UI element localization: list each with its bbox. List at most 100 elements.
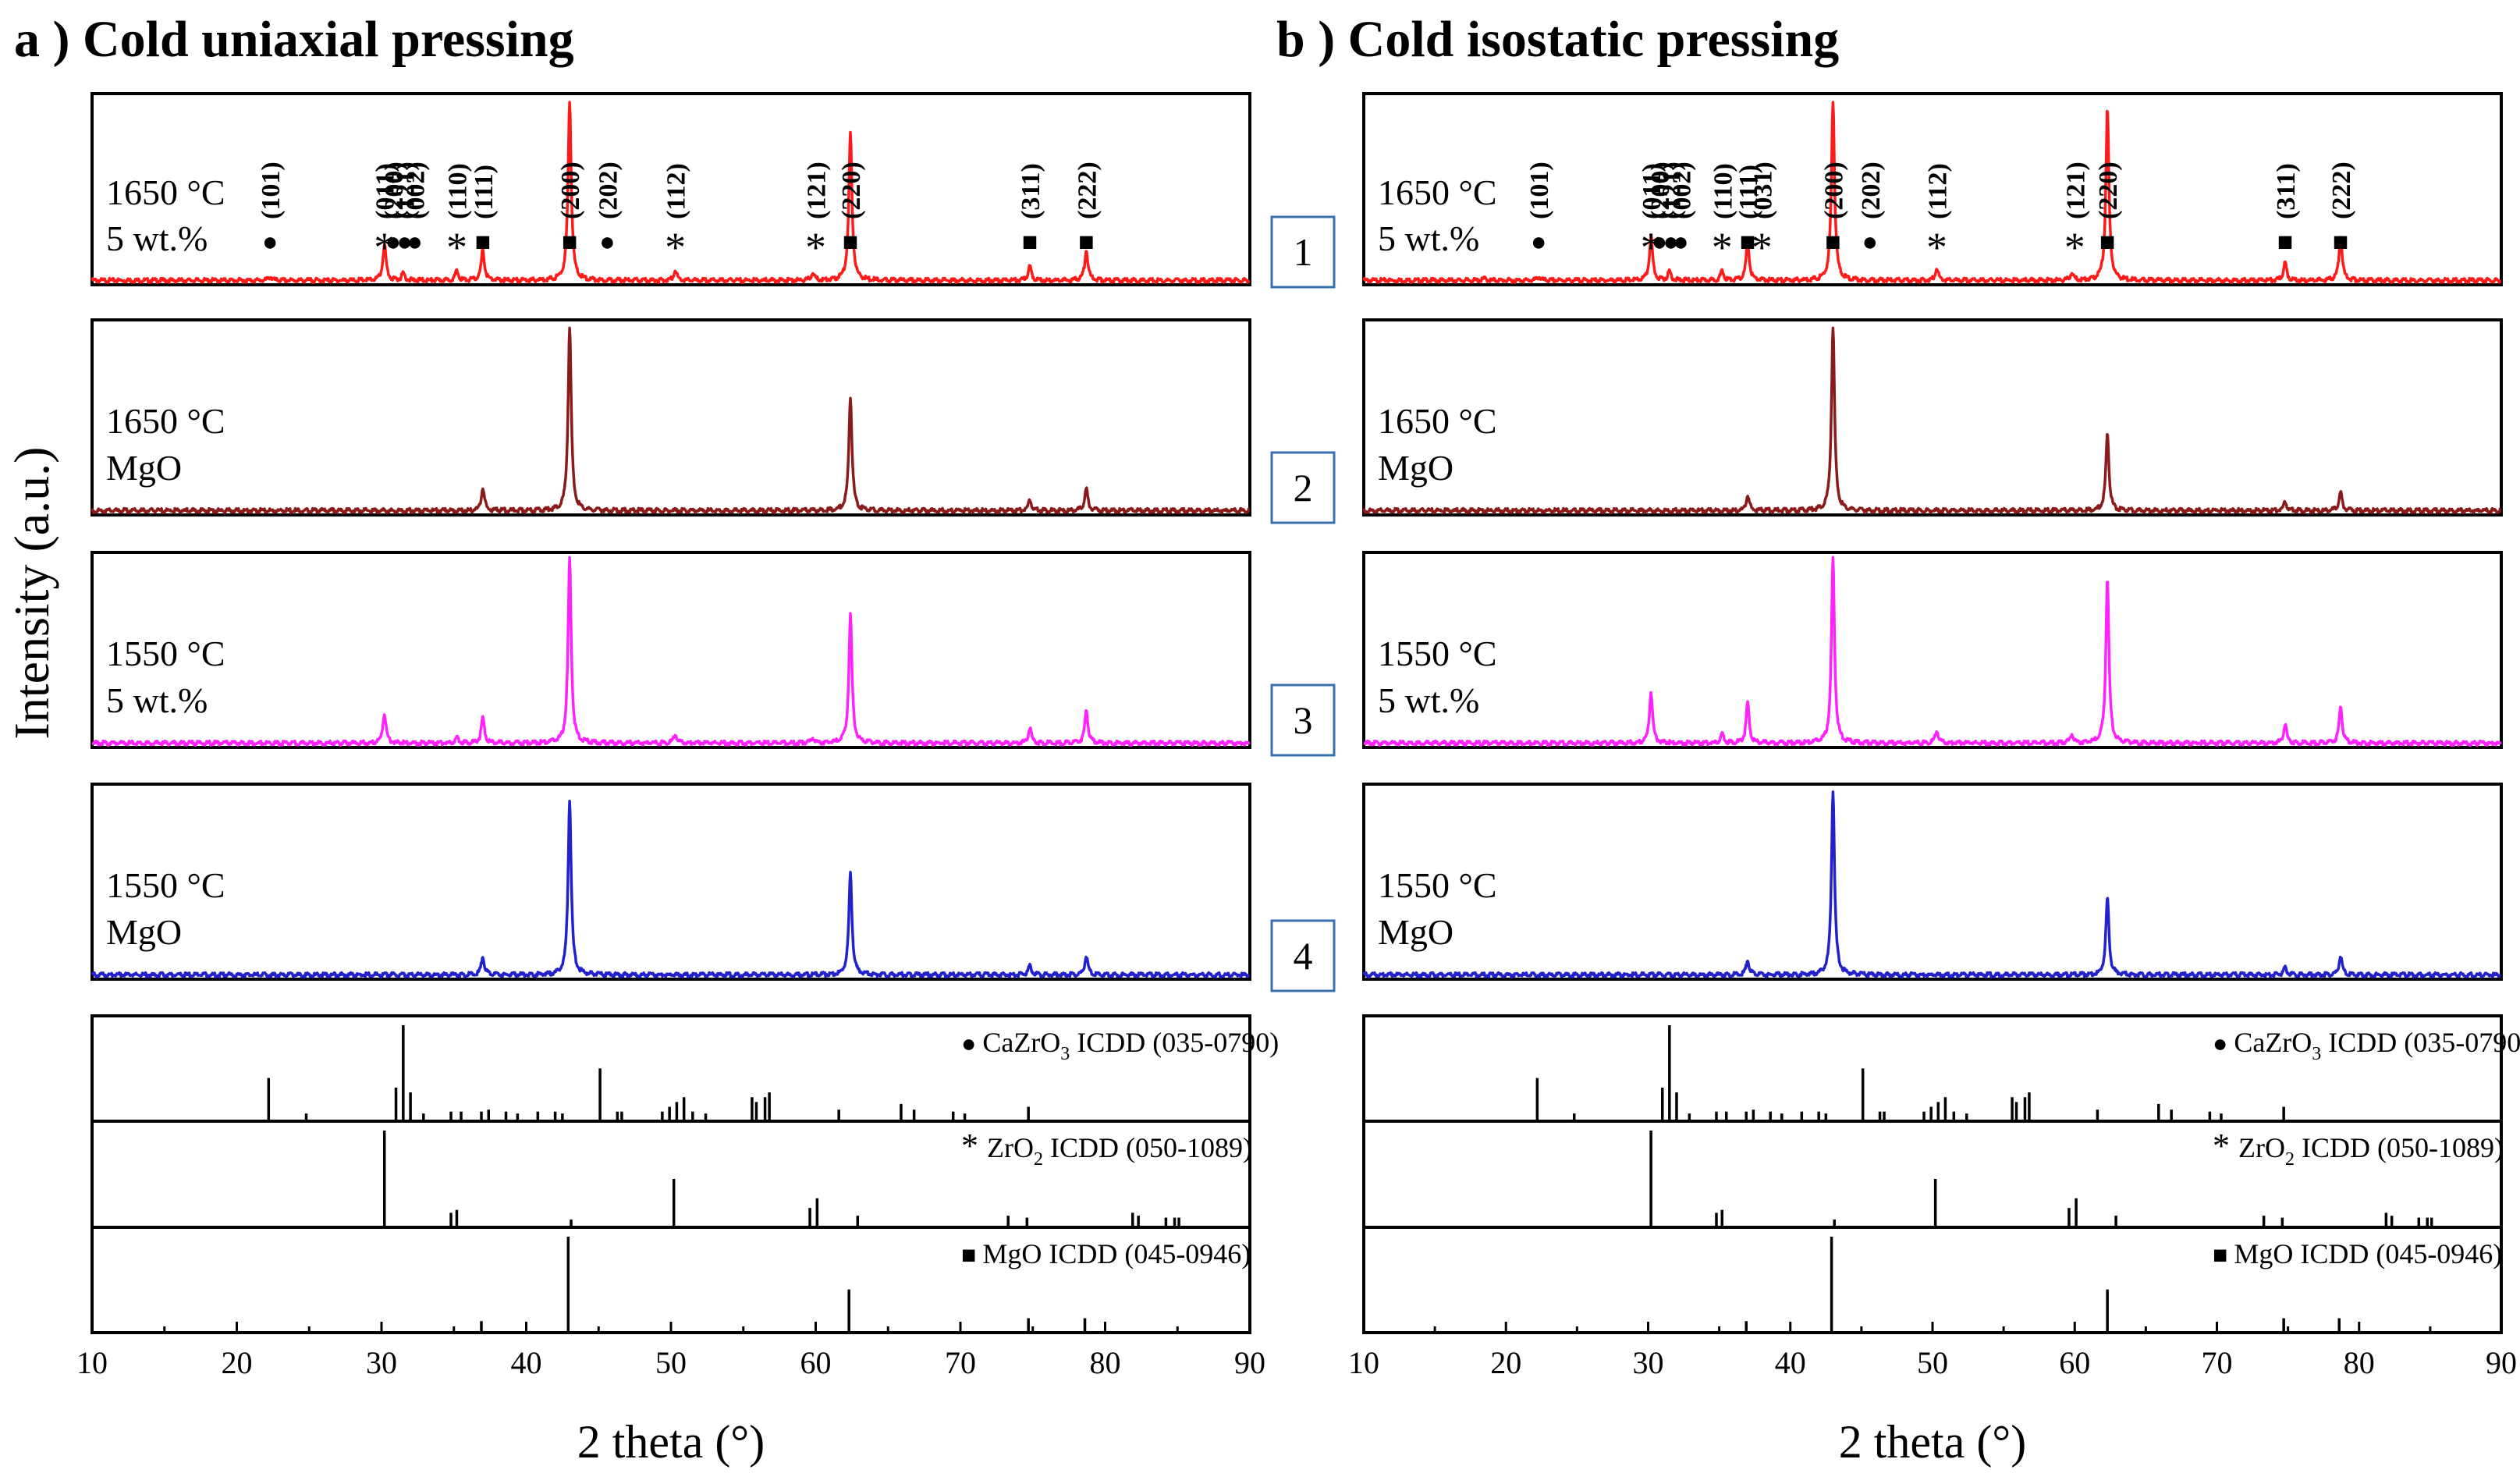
x-tick-label: 30 (366, 1345, 397, 1380)
reference-legend: ● CaZrO3 ICDD (035-0790) (2213, 1027, 2520, 1064)
row-number-box (1270, 215, 1336, 289)
series-line (91, 799, 1251, 978)
x-tick-label: 70 (2202, 1345, 2233, 1380)
peak-index-label: (202) (1857, 162, 1886, 219)
peak-index-label: (220) (2094, 162, 2123, 219)
peak-marker: ● (262, 228, 279, 257)
series-frame (1362, 783, 2503, 981)
series-label-temp: 1650 °C (1378, 401, 1497, 441)
series-label-temp: 1550 °C (106, 865, 225, 905)
x-tick-label: 60 (2059, 1345, 2090, 1380)
row-number: 4 (1294, 934, 1313, 978)
panel-title: b ) Cold isostatic pressing (1276, 11, 1839, 68)
panel-b: b ) Cold isostatic pressing 1650 °C 5 wt.%… (1276, 11, 2520, 1468)
peak-index-label: (121) (803, 162, 832, 219)
peak-index-label: (111) (470, 165, 499, 219)
x-axis-label: 2 theta (°) (577, 1416, 765, 1468)
peak-index-label: (121) (392, 162, 421, 219)
x-tick-label: 90 (1234, 1345, 1265, 1380)
peak-marker: ● (599, 228, 616, 257)
row-number: 2 (1294, 466, 1313, 509)
series-frame (1362, 92, 2503, 286)
series-line (91, 101, 1251, 284)
series-label-temp: 1550 °C (1378, 634, 1497, 673)
peak-index-label: (200) (556, 162, 585, 219)
peak-index-label: (222) (2327, 162, 2356, 219)
peak-marker: ■ (2333, 228, 2349, 257)
peak-index-label: (110) (1709, 163, 1737, 219)
panel-a: a ) Cold uniaxial pressing 1650 °C 5 wt.% ●… (14, 11, 1279, 1468)
peak-index-label: (002) (1667, 162, 1696, 219)
peak-marker: ■ (843, 228, 859, 257)
peak-marker: * (446, 224, 467, 271)
row-number: 3 (1294, 698, 1313, 742)
series-label-temp: 1650 °C (106, 172, 225, 212)
peak-index-label: (002) (402, 162, 431, 219)
row-numbers: 1 2 3 4 (1270, 215, 1336, 992)
peak-marker: * (805, 224, 826, 271)
peak-marker: ● (1862, 228, 1879, 257)
row-number-box (1270, 919, 1336, 992)
peak-marker: ● (385, 228, 402, 257)
x-tick-label: 40 (1775, 1345, 1806, 1380)
reference-legend: ■ MgO ICDD (045-0946) (961, 1238, 1251, 1269)
x-tick-label: 80 (1090, 1345, 1121, 1380)
peak-index-label: (110) (443, 163, 472, 219)
panel-title: a ) Cold uniaxial pressing (14, 11, 574, 68)
peak-index-label: (112) (662, 163, 691, 219)
peak-marker: ■ (475, 228, 492, 257)
peak-marker: ■ (1078, 228, 1095, 257)
x-tick-label: 70 (945, 1345, 976, 1380)
series-label-additive: MgO (106, 448, 182, 488)
peak-marker: ■ (562, 228, 578, 257)
peak-marker: ● (406, 228, 423, 257)
peak-index-label: (011) (371, 163, 400, 219)
series-label-temp: 1550 °C (106, 634, 225, 673)
peak-marker: ■ (2099, 228, 2116, 257)
peak-index-label: (101) (257, 162, 286, 219)
y-axis-label: Intensity (a.u.) (4, 447, 59, 740)
series-label-additive: MgO (1378, 912, 1453, 952)
series-label-additive: MgO (1378, 448, 1453, 488)
peak-marker: ■ (2277, 228, 2294, 257)
panels: a ) Cold uniaxial pressing 1650 °C 5 wt.% ●… (14, 11, 2520, 1468)
x-tick-label: 10 (76, 1345, 108, 1380)
x-tick-label: 10 (1348, 1345, 1379, 1380)
series-label-additive: 5 wt.% (106, 218, 208, 258)
peak-marker: ■ (1022, 228, 1038, 257)
series-label-temp: 1550 °C (1378, 865, 1497, 905)
series-label-additive: MgO (106, 912, 182, 952)
peak-index-label: (200) (1646, 162, 1675, 219)
peak-marker: * (665, 224, 686, 271)
peak-index-label: (011) (1638, 163, 1666, 219)
x-tick-label: 80 (2344, 1345, 2375, 1380)
series-line (91, 556, 1251, 747)
series-line (1362, 101, 2502, 284)
x-tick-label: 40 (511, 1345, 542, 1380)
x-tick-label: 50 (1917, 1345, 1948, 1380)
x-tick-label: 30 (1633, 1345, 1664, 1380)
peak-marker: ● (396, 228, 413, 257)
peak-marker: * (1712, 224, 1733, 271)
series-label-additive: 5 wt.% (1378, 218, 1479, 258)
peak-index-label: (311) (1017, 163, 1045, 219)
series-frame (1362, 551, 2503, 749)
series-line (1362, 790, 2502, 978)
peak-marker: ● (1663, 228, 1679, 257)
series-label-temp: 1650 °C (106, 401, 225, 441)
series-line (1362, 556, 2502, 747)
peak-marker: ■ (1825, 228, 1841, 257)
series-line (91, 326, 1251, 514)
peak-marker: * (2064, 224, 2085, 271)
peak-index-label: (121) (2061, 162, 2090, 219)
peak-index-label: (311) (2272, 163, 2301, 219)
peak-marker: ● (1652, 228, 1668, 257)
reference-legend: * ZrO2 ICDD (050-1089) (961, 1127, 1252, 1170)
x-tick-label: 20 (222, 1345, 253, 1380)
series-frame (91, 551, 1251, 749)
peak-marker: ● (1673, 228, 1689, 257)
peak-index-label: (200) (380, 162, 409, 219)
peak-index-label: (112) (1923, 163, 1952, 219)
reference-legend: ■ MgO ICDD (045-0946) (2213, 1238, 2502, 1269)
